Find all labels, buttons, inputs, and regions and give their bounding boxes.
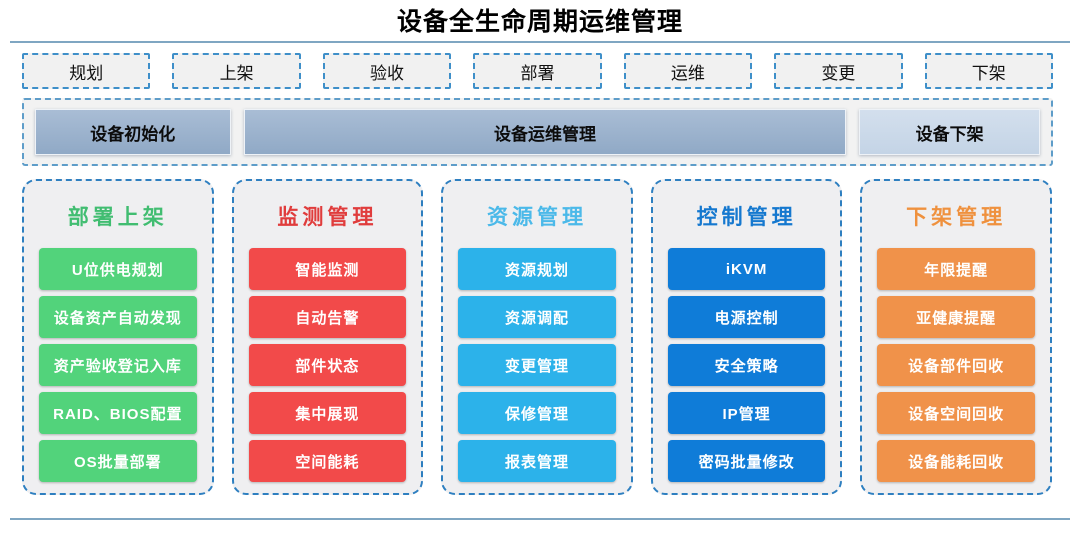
stage-bar-segment: 设备下架 — [859, 109, 1040, 155]
module-item: iKVM — [667, 248, 826, 290]
module-columns: 部署上架 U位供电规划 设备资产自动发现 资产验收登记入库 RAID、BIOS配置 OS批… — [22, 179, 1052, 495]
module-item: 保修管理 — [458, 392, 616, 434]
module-item: 设备空间回收 — [877, 392, 1035, 434]
module-item: 资源规划 — [458, 248, 616, 290]
module-column-title: 控制管理 — [696, 205, 797, 229]
phase-box: 规划 — [22, 53, 151, 89]
module-item: OS批量部署 — [39, 440, 197, 482]
module-column-title: 部署上架 — [67, 205, 168, 229]
module-item: RAID、BIOS配置 — [39, 392, 197, 434]
stage-bar-segment: 设备初始化 — [35, 109, 231, 155]
module-item: 智能监测 — [248, 248, 407, 290]
page-title: 设备全生命周期运维管理 — [396, 9, 683, 36]
stage-bar-segment: 设备运维管理 — [243, 109, 847, 155]
module-item: 报表管理 — [458, 440, 616, 482]
module-column: 下架管理年限提醒亚健康提醒设备部件回收 设备空间回收 设备能耗回收 — [860, 179, 1052, 495]
module-column: 监测管理智能监测自动告警部件状态集中展现空间能耗 — [231, 179, 424, 495]
module-item: 电源控制 — [667, 296, 826, 338]
module-item: 资产验收登记入库 — [39, 344, 197, 386]
module-column: 资源管理资源规划资源调配变更管理保修管理报表管理 — [441, 179, 633, 495]
top-rule — [10, 41, 1070, 43]
module-item: 安全策略 — [667, 344, 826, 386]
module-item: 亚健康提醒 — [877, 296, 1035, 338]
phase-box: 验收 — [322, 53, 452, 89]
bottom-rule — [10, 518, 1070, 520]
module-item: 集中展现 — [248, 392, 407, 434]
module-item: 密码批量修改 — [667, 440, 826, 482]
phase-box: 下架 — [924, 53, 1053, 89]
stage-bar-container: 设备初始化 设备运维管理 设备下架 — [22, 98, 1053, 166]
module-item: IP管理 — [667, 392, 826, 434]
module-item: 年限提醒 — [877, 248, 1035, 290]
module-item: 部件状态 — [248, 344, 407, 386]
module-item: 设备部件回收 — [877, 344, 1035, 386]
module-item: U位供电规划 — [39, 248, 197, 290]
phase-box: 变更 — [774, 53, 903, 89]
module-column: 控制管理 iKVM 电源控制安全策略 IP管理密码批量修改 — [650, 179, 843, 495]
module-item: 设备资产自动发现 — [39, 296, 197, 338]
module-item: 自动告警 — [248, 296, 407, 338]
module-item: 变更管理 — [458, 344, 616, 386]
module-item: 资源调配 — [458, 296, 616, 338]
phase-box: 部署 — [473, 53, 602, 89]
phase-box: 上架 — [172, 53, 301, 89]
module-item: 设备能耗回收 — [877, 440, 1035, 482]
module-column-title: 下架管理 — [906, 205, 1007, 229]
phase-box: 运维 — [623, 53, 753, 89]
module-column: 部署上架 U位供电规划 设备资产自动发现 资产验收登记入库 RAID、BIOS配置 OS批… — [22, 179, 214, 495]
lifecycle-phase-row: 规划 上架 验收 部署 运维 变更 下架 — [22, 53, 1053, 89]
module-column-title: 监测管理 — [277, 205, 378, 229]
module-item: 空间能耗 — [248, 440, 407, 482]
module-column-title: 资源管理 — [486, 205, 587, 229]
